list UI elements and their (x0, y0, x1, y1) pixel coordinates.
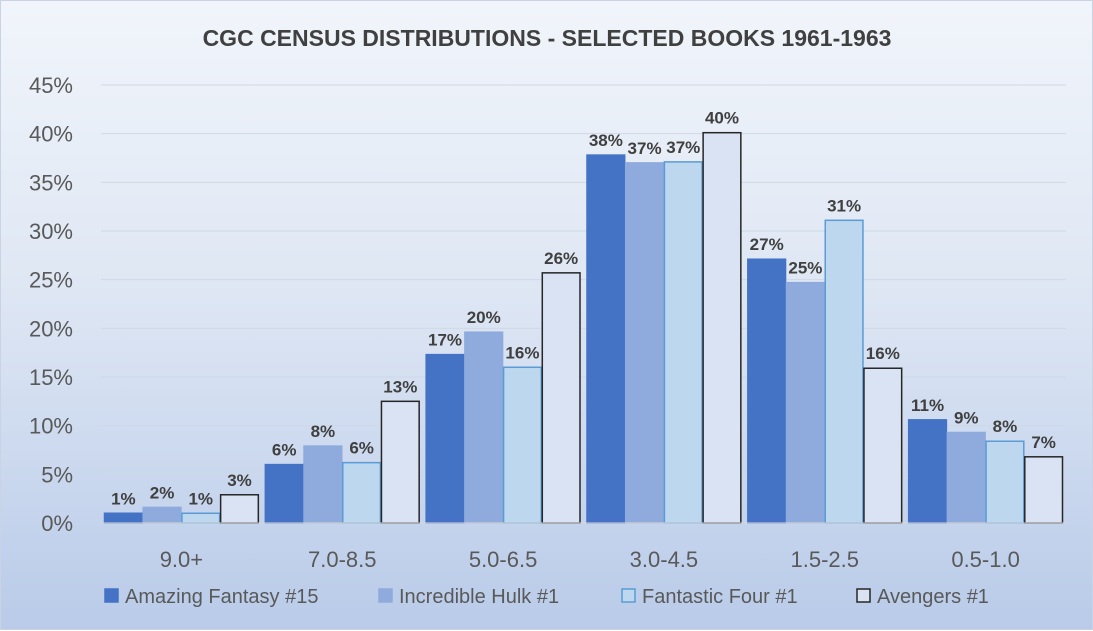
bar (502, 366, 543, 524)
y-tick-label: 0% (41, 511, 73, 536)
x-axis-ticks: 9.0+ 7.0-8.5 5.0-6.5 3.0-4.5 1.5-2.5 0.5-1.0 (160, 547, 1020, 572)
y-tick-label: 25% (29, 268, 73, 293)
y-tick-label: 5% (41, 462, 73, 487)
y-tick-label: 15% (29, 365, 73, 390)
bar (907, 419, 948, 524)
bar (541, 272, 581, 524)
x-tick-label: 3.0-4.5 (630, 547, 699, 572)
data-label: 20% (467, 308, 501, 327)
x-tick-label: 9.0+ (160, 547, 203, 572)
bar (824, 219, 864, 524)
data-label: 38% (589, 131, 623, 150)
bar (985, 440, 1025, 524)
legend-label: Incredible Hulk #1 (399, 586, 559, 608)
gridlines (101, 84, 1066, 475)
y-tick-label: 20% (29, 316, 73, 341)
data-label: 27% (750, 235, 784, 254)
bar (785, 281, 826, 524)
bar (863, 367, 903, 524)
data-label: 37% (666, 138, 700, 157)
bar (219, 494, 260, 524)
bar (624, 162, 665, 524)
data-label: 3% (227, 471, 252, 490)
bar (103, 512, 143, 524)
data-labels: 1% 2% 1%3%6%8%6%13%17%20%16%26%38% 37% 37%40… (111, 109, 1056, 509)
data-label: 25% (788, 259, 822, 278)
data-label: 13% (383, 377, 417, 396)
legend: Amazing Fantasy #15 Incredible Hulk #1 Fan… (104, 586, 989, 608)
bar (264, 463, 304, 524)
bar (303, 445, 343, 524)
data-label: 16% (866, 344, 900, 363)
y-tick-label: 35% (29, 170, 73, 195)
bar (380, 400, 420, 524)
legend-swatch (856, 588, 871, 603)
data-label: 2% (150, 483, 175, 502)
bar (425, 353, 465, 524)
legend-label: Amazing Fantasy #15 (125, 586, 318, 608)
data-label: 8% (993, 417, 1018, 436)
data-label: 1% (188, 489, 213, 508)
data-label: 6% (349, 439, 374, 458)
x-tick-label: 1.5-2.5 (791, 547, 860, 572)
data-label: 17% (428, 331, 462, 350)
legend-swatch (104, 588, 119, 603)
y-tick-label: 45% (29, 73, 73, 98)
data-label: 31% (827, 196, 861, 215)
chart-title: CGC CENSUS DISTRIBUTIONS - SELECTED BOOK… (203, 25, 892, 51)
x-tick-label: 7.0-8.5 (308, 547, 377, 572)
bar (946, 431, 986, 524)
bars (103, 131, 1064, 524)
y-tick-label: 40% (29, 122, 73, 147)
data-label: 40% (705, 109, 739, 128)
data-label: 9% (954, 408, 979, 427)
x-tick-label: 5.0-6.5 (469, 547, 538, 572)
bar (342, 461, 382, 524)
data-label: 37% (628, 139, 662, 158)
bar (747, 258, 787, 524)
data-label: 16% (505, 343, 539, 362)
bar (464, 331, 504, 524)
x-tick-label: 0.5-1.0 (951, 547, 1020, 572)
data-label: 1% (111, 489, 136, 508)
data-label: 26% (544, 249, 578, 268)
bar (663, 161, 703, 524)
data-label: 6% (272, 441, 297, 460)
y-tick-label: 10% (29, 414, 73, 439)
data-label: 8% (311, 422, 336, 441)
legend-label: Avengers #1 (877, 586, 989, 608)
bar (702, 131, 742, 524)
bar (1024, 456, 1064, 524)
bar (586, 154, 626, 524)
bar (181, 512, 221, 524)
data-label: 11% (911, 396, 944, 415)
legend-label: Fantastic Four #1 (642, 586, 798, 608)
bar (142, 506, 182, 524)
legend-swatch (621, 588, 636, 603)
data-label: 7% (1031, 433, 1056, 452)
y-tick-label: 30% (29, 219, 73, 244)
legend-swatch (378, 588, 393, 603)
y-axis-ticks: 0% 5% 10% 15% 20% 25% 30% 35% 40% 45% (29, 73, 73, 536)
